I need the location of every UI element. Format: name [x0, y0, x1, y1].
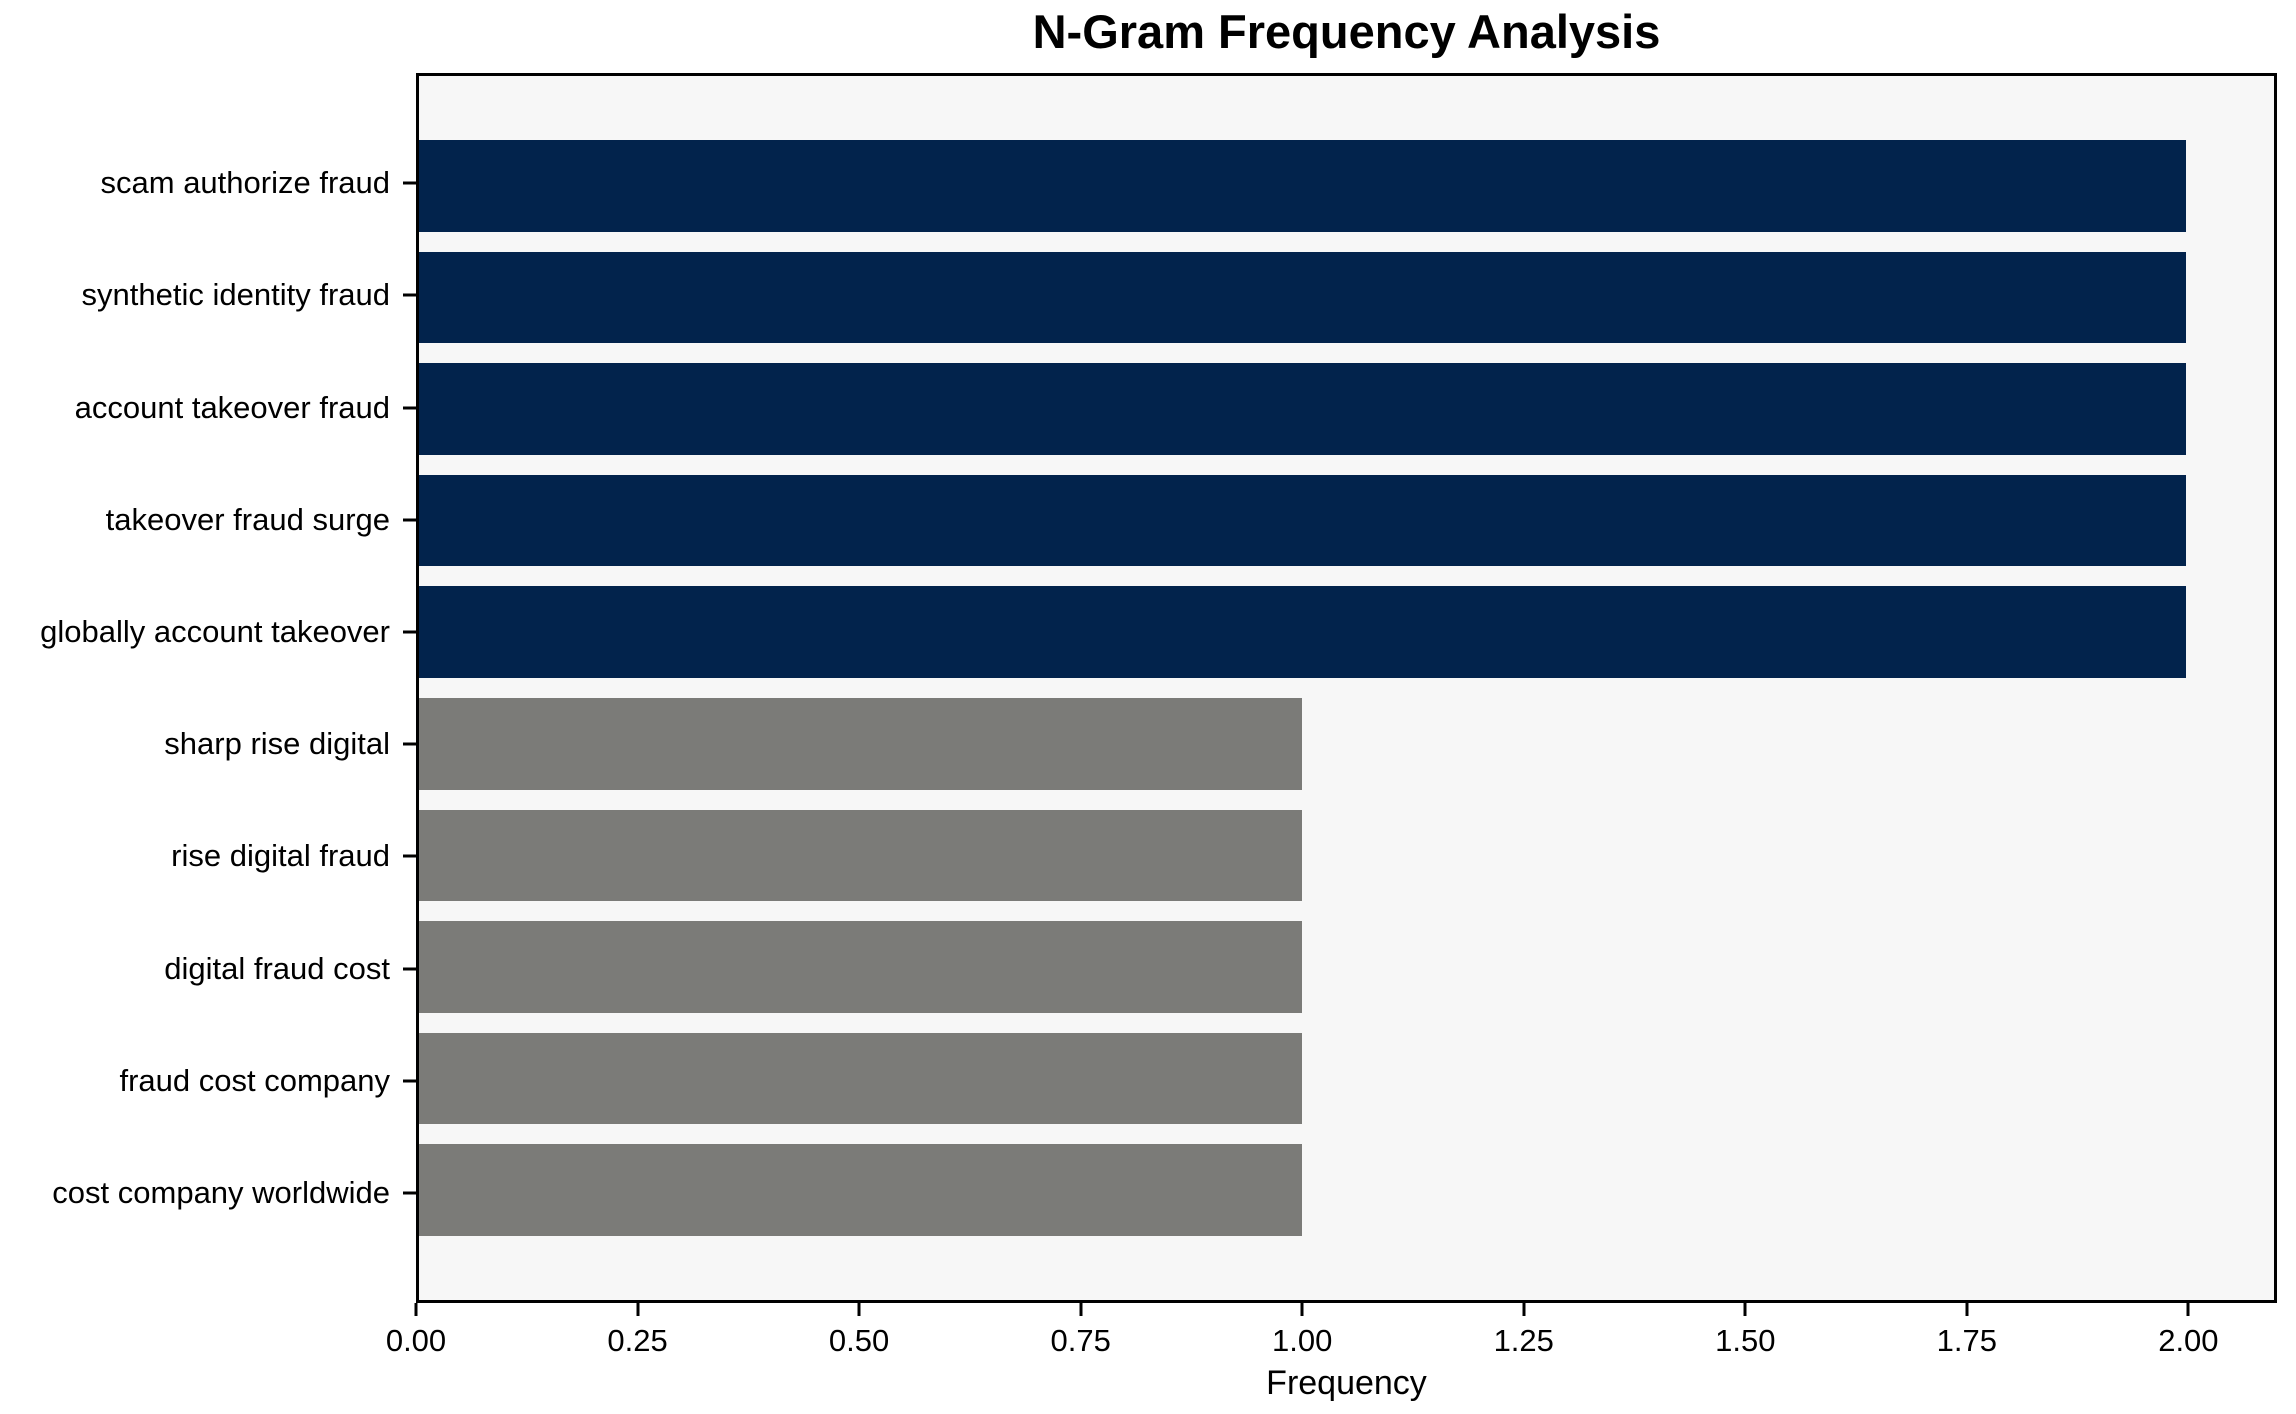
y-tick-row: [403, 800, 416, 912]
bar-scam-authorize-fraud: [419, 140, 2186, 232]
x-tick-mark: [1965, 1303, 1969, 1316]
y-tick-mark: [403, 854, 416, 858]
y-tick-mark: [403, 181, 416, 185]
y-label-row: takeover fraud surge: [0, 464, 390, 576]
y-tick-label: digital fraud cost: [164, 950, 390, 986]
bar-row: [419, 800, 2274, 912]
y-tick-mark: [403, 630, 416, 634]
y-axis-labels: scam authorize fraud synthetic identity f…: [0, 73, 390, 1303]
x-tick-mark: [1079, 1303, 1083, 1316]
bar-synthetic-identity-fraud: [419, 251, 2186, 344]
x-tick-mark: [1300, 1303, 1304, 1316]
y-tick-label: takeover fraud surge: [105, 501, 390, 537]
y-tick-mark: [403, 293, 416, 297]
y-tick-row: [403, 912, 416, 1024]
x-tick-label: 2.00: [2158, 1323, 2219, 1358]
y-tick-label: account takeover fraud: [74, 389, 390, 425]
y-axis-ticks: [403, 73, 416, 1303]
bar-sharp-rise-digital: [419, 698, 1303, 790]
x-tick-mark: [857, 1303, 861, 1316]
bar-row: [419, 242, 2274, 354]
bar-digital-fraud-cost: [419, 921, 1303, 1013]
bar-row: [419, 353, 2274, 465]
bar-rise-digital-fraud: [419, 809, 1303, 902]
y-tick-mark: [403, 406, 416, 409]
y-label-row: account takeover fraud: [0, 351, 390, 463]
y-tick-label: rise digital fraud: [171, 838, 390, 874]
x-tick-mark: [414, 1303, 418, 1316]
y-tick-row: [403, 351, 416, 463]
y-tick-mark: [403, 967, 416, 971]
bar-row: [419, 688, 2274, 800]
bar-account-takeover-fraud: [419, 363, 2186, 455]
x-tick-mark: [1522, 1303, 1526, 1316]
bar-row: [419, 465, 2274, 577]
y-tick-row: [403, 464, 416, 576]
y-tick-label: fraud cost company: [119, 1062, 390, 1098]
x-tick-mark: [636, 1303, 640, 1316]
x-tick-label: 1.75: [1936, 1323, 1997, 1358]
x-tick-label: 1.25: [1493, 1323, 1554, 1358]
y-tick-label: sharp rise digital: [164, 726, 390, 762]
y-tick-label: globally account takeover: [40, 613, 390, 649]
y-label-row: digital fraud cost: [0, 912, 390, 1024]
x-tick-label: 0.25: [607, 1323, 668, 1358]
bar-cost-company-worldwide: [419, 1144, 1303, 1236]
y-label-row: synthetic identity fraud: [0, 239, 390, 351]
bar-row: [419, 576, 2274, 688]
x-tick-label: 0.75: [1050, 1323, 1111, 1358]
x-axis-title: Frequency: [1266, 1364, 1427, 1402]
y-tick-row: [403, 1137, 416, 1249]
x-tick-mark: [2186, 1303, 2190, 1316]
y-tick-row: [403, 576, 416, 688]
bar-row: [419, 1134, 2274, 1246]
bars: [419, 76, 2274, 1300]
y-tick-mark: [403, 742, 416, 746]
y-tick-row: [403, 688, 416, 800]
bar-globally-account-takeover: [419, 586, 2186, 678]
bar-row: [419, 130, 2274, 242]
y-label-row: cost company worldwide: [0, 1137, 390, 1249]
y-label-row: scam authorize fraud: [0, 127, 390, 239]
x-tick-label: 1.00: [1272, 1323, 1333, 1358]
bar-row: [419, 1023, 2274, 1135]
y-label-row: rise digital fraud: [0, 800, 390, 912]
y-tick-row: [403, 239, 416, 351]
y-tick-row: [403, 1025, 416, 1137]
plot-area: [416, 73, 2277, 1303]
x-tick-label: 1.50: [1715, 1323, 1776, 1358]
y-tick-label: cost company worldwide: [52, 1174, 390, 1210]
y-tick-mark: [403, 518, 416, 522]
bar-row: [419, 911, 2274, 1023]
y-tick-mark: [403, 1079, 416, 1083]
y-label-row: globally account takeover: [0, 576, 390, 688]
bar-fraud-cost-company: [419, 1032, 1303, 1125]
x-tick-label: 0.00: [385, 1323, 447, 1358]
y-tick-mark: [403, 1191, 416, 1195]
y-label-row: sharp rise digital: [0, 688, 390, 800]
y-tick-label: scam authorize fraud: [100, 165, 390, 201]
y-label-row: fraud cost company: [0, 1025, 390, 1137]
y-tick-row: [403, 127, 416, 239]
x-tick-mark: [1743, 1303, 1747, 1316]
bar-takeover-fraud-surge: [419, 474, 2186, 567]
y-tick-label: synthetic identity fraud: [81, 277, 390, 313]
x-tick-label: 0.50: [828, 1323, 890, 1358]
x-axis-ticks: 0.00 0.25 0.50 0.75 1.00 1.25 1.50 1.75 2.00: [386, 1303, 2277, 1383]
chart-title: N-Gram Frequency Analysis: [1032, 5, 1661, 58]
